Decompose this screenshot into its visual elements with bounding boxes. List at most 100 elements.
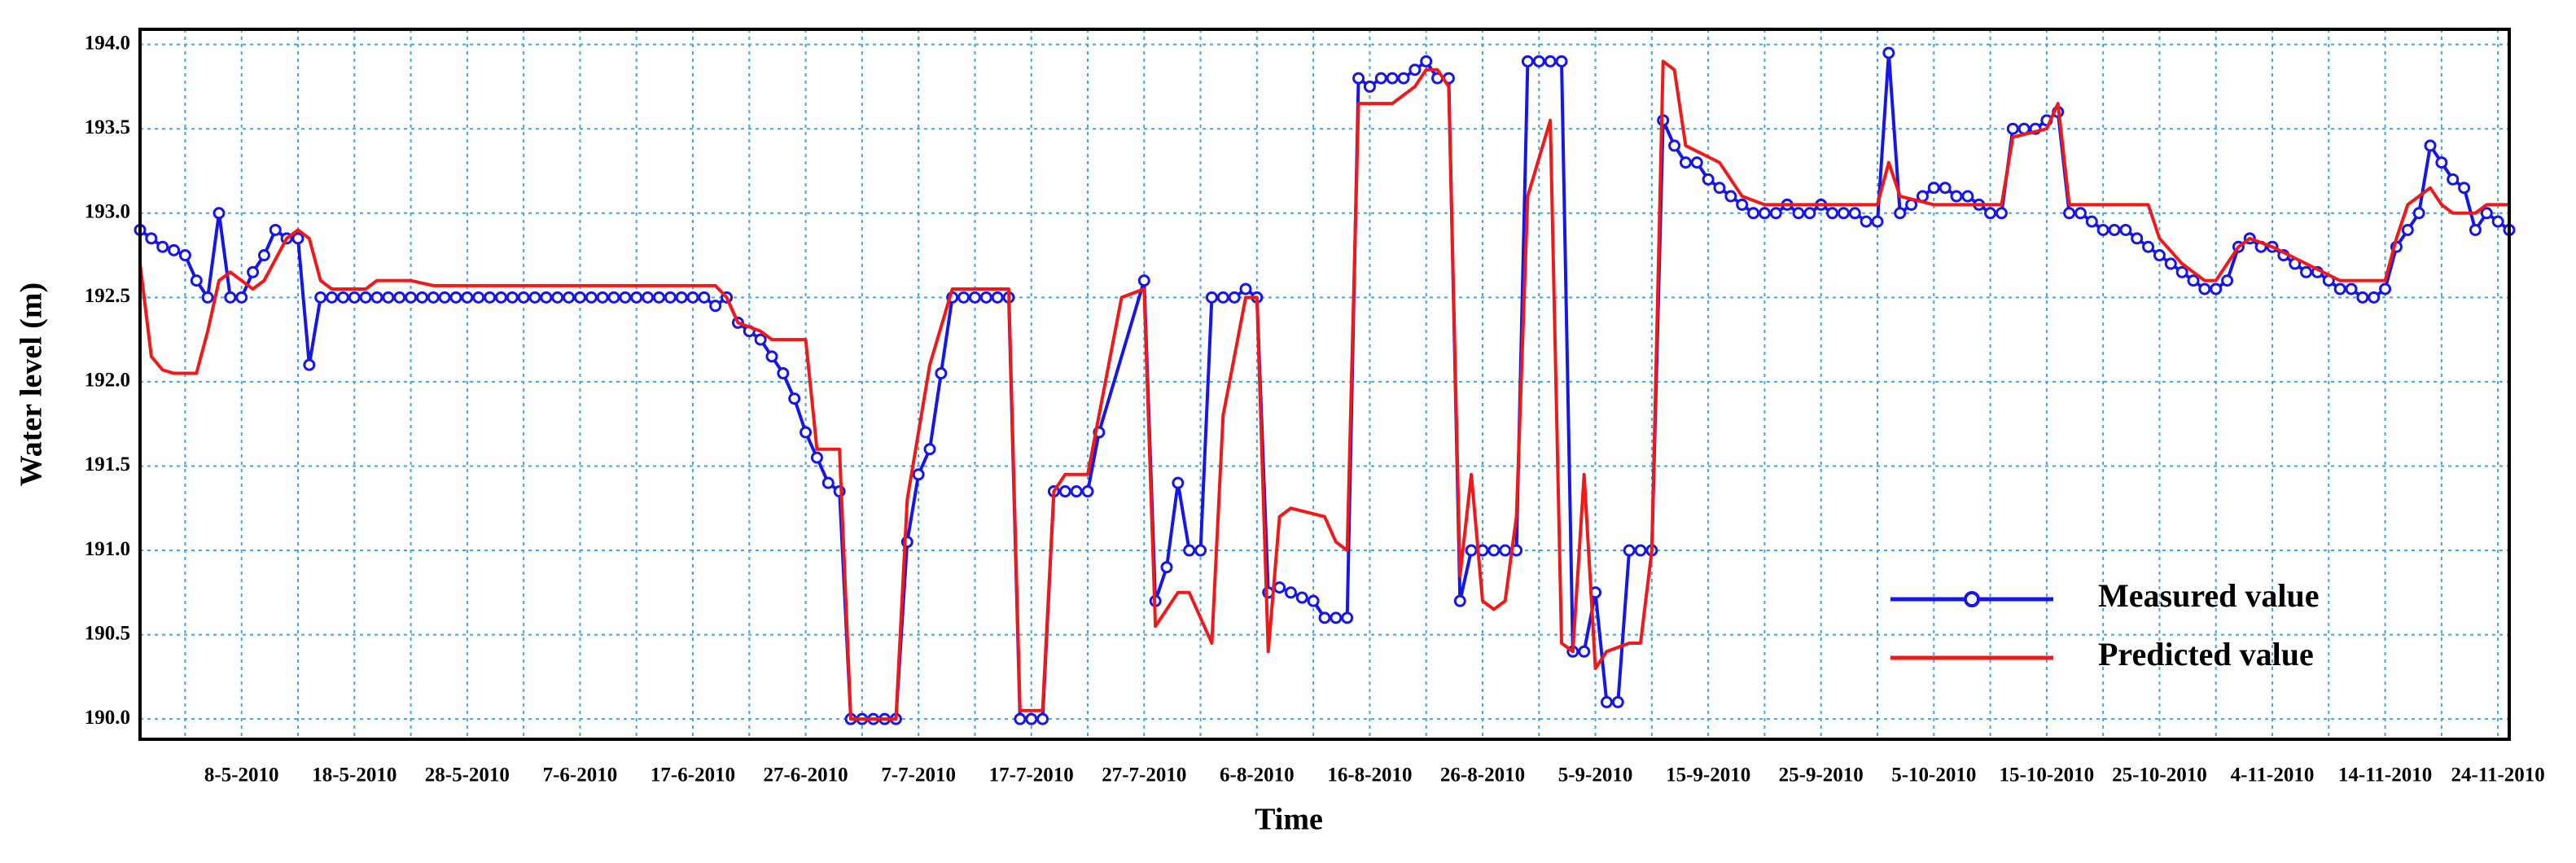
data-point — [968, 291, 981, 304]
data-point — [800, 426, 813, 439]
data-point — [2401, 223, 2414, 236]
series-line — [138, 59, 2509, 721]
data-point — [461, 291, 474, 304]
data-point — [2175, 265, 2188, 278]
data-point — [1702, 173, 1715, 186]
y-axis-title: Water level (m) — [15, 283, 49, 486]
y-tick-label: 192.0 — [85, 370, 130, 392]
data-point — [2412, 207, 2425, 220]
data-point — [788, 392, 801, 405]
data-point — [1284, 586, 1297, 599]
data-point — [1521, 55, 1534, 68]
data-point — [484, 291, 497, 304]
data-point — [810, 451, 823, 464]
data-point — [2424, 139, 2437, 152]
data-point — [1532, 55, 1545, 68]
labels: 190.0 190.5 191.0 191.5 192.0 192.5 193.0 193.5… — [85, 32, 2545, 786]
x-tick-label: 14-11-2010 — [2338, 764, 2432, 786]
data-point — [2379, 283, 2392, 296]
data-point — [1634, 544, 1647, 557]
data-point — [1172, 476, 1185, 489]
data-point — [1070, 485, 1083, 498]
y-tick-label: 190.0 — [85, 707, 130, 729]
data-point — [2108, 223, 2121, 236]
data-point — [382, 291, 395, 304]
legend: Measured value Predicted value — [1890, 577, 2319, 672]
y-tick-label: 191.5 — [85, 453, 130, 475]
x-tick-label: 16-8-2010 — [1327, 764, 1412, 786]
y-tick-label: 194.0 — [85, 32, 130, 54]
data-point — [2119, 223, 2132, 236]
data-point — [2074, 207, 2087, 220]
x-tick-label: 27-7-2010 — [1102, 764, 1186, 786]
plot-frame — [138, 28, 2511, 741]
data-point — [2345, 283, 2358, 296]
data-point — [2085, 215, 2098, 228]
data-point — [596, 291, 609, 304]
data-point — [224, 291, 237, 304]
data-point — [664, 291, 677, 304]
data-point — [1487, 544, 1500, 557]
data-point — [269, 223, 282, 236]
data-point — [438, 291, 451, 304]
data-point — [348, 291, 361, 304]
data-point — [1736, 198, 1749, 211]
data-point — [1058, 485, 1071, 498]
data-point — [494, 291, 507, 304]
data-point — [573, 291, 586, 304]
x-tick-label: 15-9-2010 — [1666, 764, 1750, 786]
data-point — [201, 291, 214, 304]
data-point — [912, 468, 925, 481]
data-point — [1555, 55, 1568, 68]
data-point — [1273, 581, 1286, 594]
data-point — [607, 291, 620, 304]
y-tick-label: 190.5 — [85, 622, 130, 644]
data-point — [1397, 72, 1410, 85]
data-point — [528, 291, 541, 304]
data-point — [1882, 46, 1895, 59]
data-point — [1894, 207, 1907, 220]
data-point — [1713, 182, 1726, 195]
y-tick-label: 193.0 — [85, 201, 130, 223]
data-point — [619, 291, 632, 304]
y-tick-label: 191.0 — [85, 538, 130, 560]
data-point — [1160, 561, 1173, 574]
data-point — [415, 291, 428, 304]
legend-label: Predicted value — [2098, 636, 2314, 672]
x-tick-label: 7-6-2010 — [543, 764, 618, 786]
data-point — [2006, 122, 2019, 135]
data-point — [2469, 223, 2482, 236]
data-point — [585, 291, 598, 304]
grid — [140, 29, 2509, 739]
data-point — [1747, 207, 1760, 220]
data-point — [979, 291, 992, 304]
x-tick-label: 5-10-2010 — [1891, 764, 1976, 786]
data-point — [2164, 257, 2177, 270]
data-point — [2153, 249, 2166, 262]
data-point — [1420, 55, 1433, 68]
data-point — [2131, 232, 2144, 245]
data-point — [1961, 190, 1974, 203]
data-point — [370, 291, 383, 304]
data-point — [2368, 291, 2381, 304]
x-tick-label: 18-5-2010 — [312, 764, 396, 786]
data-point — [1871, 215, 1884, 228]
data-point — [1623, 544, 1636, 557]
data-point — [156, 240, 169, 253]
data-point — [923, 443, 936, 456]
data-point — [1690, 156, 1703, 169]
data-point — [1363, 80, 1376, 93]
data-point — [1228, 291, 1241, 304]
data-point — [2063, 207, 2076, 220]
x-tick-label: 8-5-2010 — [204, 764, 279, 786]
data-point — [1386, 72, 1399, 85]
data-point — [291, 232, 304, 245]
data-point — [1330, 611, 1343, 624]
data-point — [1453, 594, 1466, 607]
x-tick-label: 28-5-2010 — [425, 764, 510, 786]
data-point — [1995, 207, 2008, 220]
data-point — [686, 291, 699, 304]
data-point — [1792, 207, 1805, 220]
data-point — [1578, 645, 1591, 658]
data-point — [1769, 207, 1782, 220]
